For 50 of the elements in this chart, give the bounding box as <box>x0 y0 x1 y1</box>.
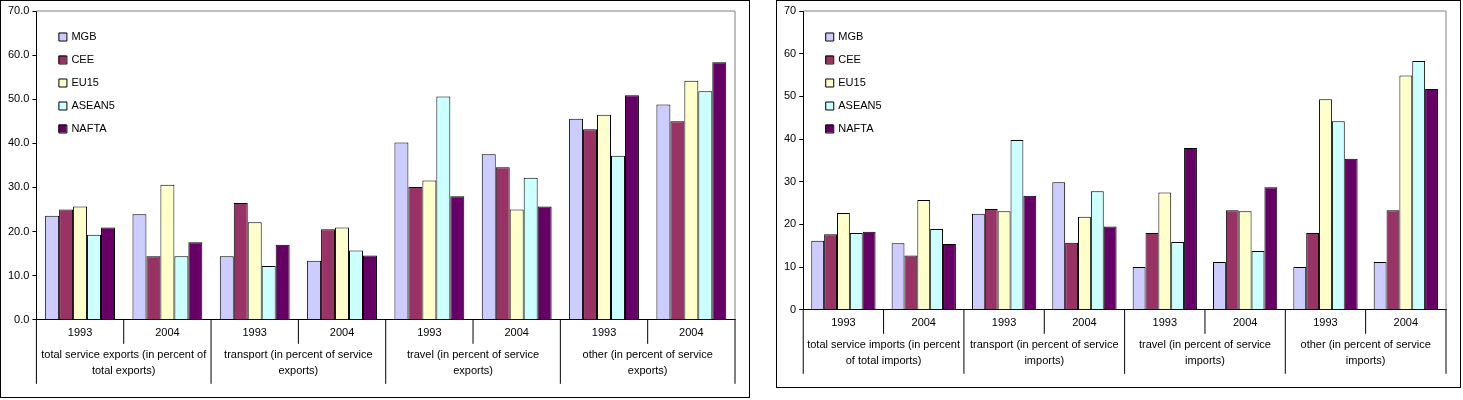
x-tick-label: 2004 <box>1393 316 1419 329</box>
x-tick-label: 1993 <box>991 316 1017 329</box>
x-tick-label: 2004 <box>1072 316 1097 329</box>
text: total service imports (in percent of total imports) <box>807 338 960 367</box>
text: other (in percent of service imports) <box>1300 338 1431 367</box>
y-tick-label: 70 <box>783 4 797 17</box>
text: transport (in percent of service exports) <box>224 348 373 377</box>
x-tick-label: 2004 <box>155 326 180 339</box>
x-tick-label: 1993 <box>242 326 267 339</box>
legend-label: CEE <box>71 52 95 65</box>
y-tick-label: 20 <box>783 217 797 230</box>
text: total service exports (in percent of total exports) <box>41 348 208 377</box>
y-tick-label: 50 <box>783 89 797 102</box>
text: transport (in percent of service imports) <box>969 338 1119 367</box>
x-tick-label: 2004 <box>329 326 355 339</box>
text: travel (in percent of service exports) <box>407 348 540 377</box>
legend-label: CEE <box>838 52 861 65</box>
y-tick-label: 60.0 <box>7 48 30 61</box>
y-tick-label: 40.0 <box>7 136 30 149</box>
text: other (in percent of service exports) <box>582 348 713 377</box>
y-tick-label: 10 <box>783 260 797 273</box>
y-tick-label: 60 <box>783 46 797 59</box>
legend-label: NAFTA <box>838 121 875 134</box>
legend-label: ASEAN5 <box>71 98 115 111</box>
x-tick-label: 1993 <box>67 326 93 339</box>
y-tick-label: 40 <box>783 132 797 145</box>
x-tick-label: 2004 <box>679 326 704 339</box>
legend-label: NAFTA <box>71 121 108 134</box>
y-tick-label: 20.0 <box>7 224 30 237</box>
y-tick-label: 70.0 <box>7 4 30 17</box>
x-tick-label: 1993 <box>591 326 617 339</box>
y-tick-label: 0 <box>790 302 797 315</box>
x-tick-label: 2004 <box>911 316 936 329</box>
legend-label: MGB <box>838 29 864 42</box>
x-tick-label: 2004 <box>1232 316 1258 329</box>
y-tick-label: 50.0 <box>7 92 30 105</box>
legend-label: MGB <box>71 29 97 42</box>
y-tick-label: 10.0 <box>7 268 30 281</box>
x-tick-label: 1993 <box>417 326 442 339</box>
legend-label: EU15 <box>71 75 99 88</box>
y-tick-label: 0.0 <box>14 312 30 325</box>
x-tick-label: 2004 <box>504 326 529 339</box>
x-tick-label: 1993 <box>831 316 856 329</box>
x-tick-label: 1993 <box>1152 316 1178 329</box>
y-tick-label: 30.0 <box>7 180 30 193</box>
legend-label: ASEAN5 <box>838 98 882 111</box>
x-tick-label: 1993 <box>1313 316 1338 329</box>
y-tick-label: 30 <box>783 174 797 187</box>
text: travel (in percent of service imports) <box>1138 338 1271 367</box>
legend-label: EU15 <box>838 75 866 88</box>
